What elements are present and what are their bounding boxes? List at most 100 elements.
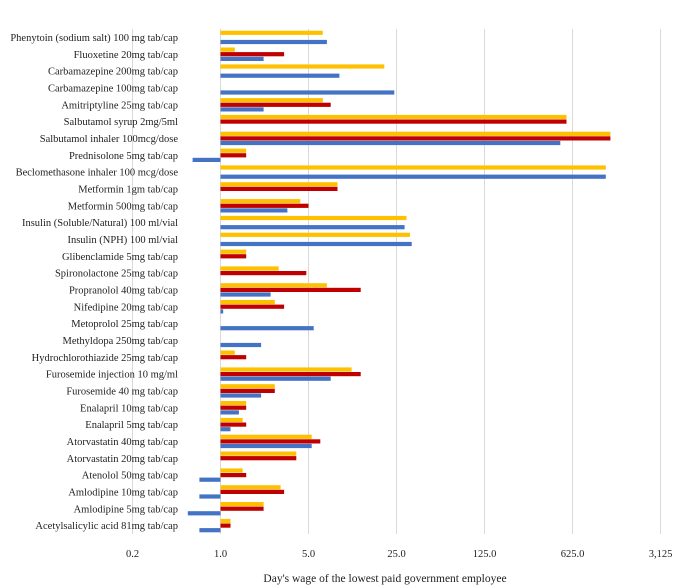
bar bbox=[220, 384, 275, 389]
category-label: Methyldopa 250mg tab/cap bbox=[63, 336, 178, 347]
bar bbox=[220, 232, 410, 237]
category-label: Metformin 1gm tab/cap bbox=[78, 184, 178, 195]
bar bbox=[220, 355, 247, 360]
bar bbox=[220, 405, 247, 410]
bar bbox=[220, 254, 247, 259]
bar bbox=[220, 473, 247, 478]
bar bbox=[220, 518, 231, 524]
category-label: Enalapril 10mg tab/cap bbox=[80, 403, 178, 414]
category-label: Fluoxetine 20mg tab/cap bbox=[74, 50, 178, 61]
bar bbox=[220, 266, 279, 271]
bar bbox=[220, 309, 224, 314]
category-label: Salbutamol syrup 2mg/5ml bbox=[64, 117, 178, 128]
category-label: Hydrochlorothiazide 25mg tab/cap bbox=[32, 353, 178, 364]
bar bbox=[220, 199, 301, 204]
category-label: Glibenclamide 5mg tab/cap bbox=[62, 252, 178, 263]
bar bbox=[220, 39, 327, 45]
category-label: Spironolactone 25mg tab/cap bbox=[55, 269, 178, 280]
bar bbox=[220, 98, 323, 103]
bar bbox=[220, 241, 412, 247]
bar bbox=[199, 494, 221, 499]
category-label: Beclomethasone inhaler 100 mcg/dose bbox=[16, 168, 179, 179]
bar bbox=[220, 174, 606, 179]
category-label: Carbamazepine 100mg tab/cap bbox=[48, 83, 178, 94]
x-tick-label: 0.2 bbox=[126, 549, 139, 560]
category-label: Prednisolone 5mg tab/cap bbox=[69, 151, 178, 162]
category-label: Propranolol 40mg tab/cap bbox=[69, 285, 178, 296]
category-label: Phenytoin (sodium salt) 100 mg tab/cap bbox=[10, 33, 178, 44]
bar bbox=[220, 422, 247, 427]
bar bbox=[220, 249, 247, 254]
x-tick-label: 25.0 bbox=[387, 549, 405, 560]
bar bbox=[220, 523, 231, 528]
category-label: Enalapril 5mg tab/cap bbox=[85, 420, 178, 431]
bar bbox=[220, 304, 285, 309]
bar bbox=[220, 367, 352, 372]
bar bbox=[220, 388, 275, 393]
bar bbox=[220, 489, 285, 494]
bar bbox=[220, 456, 297, 461]
bar bbox=[220, 326, 314, 331]
bar bbox=[220, 208, 288, 213]
bar bbox=[192, 157, 221, 162]
bar bbox=[220, 186, 338, 191]
bar bbox=[220, 47, 235, 52]
bar bbox=[220, 56, 264, 61]
bar bbox=[220, 64, 385, 69]
bar bbox=[199, 477, 221, 482]
category-label: Amitriptyline 25mg tab/cap bbox=[61, 100, 178, 111]
bar bbox=[220, 434, 312, 439]
bar bbox=[220, 153, 247, 158]
category-label: Acetylsalicylic acid 81mg tab/cap bbox=[35, 521, 178, 532]
bar bbox=[220, 292, 271, 297]
bar bbox=[220, 300, 275, 305]
bars bbox=[187, 30, 611, 533]
bar bbox=[220, 225, 405, 230]
bar bbox=[220, 283, 327, 288]
bar bbox=[220, 502, 264, 507]
category-label: Insulin (Soluble/Natural) 100 ml/vial bbox=[22, 218, 178, 229]
category-label: Carbamazepine 200mg tab/cap bbox=[48, 67, 178, 78]
bar bbox=[220, 107, 264, 112]
bar bbox=[220, 410, 239, 415]
bar bbox=[220, 30, 323, 35]
category-label: Atorvastatin 20mg tab/cap bbox=[67, 454, 178, 465]
category-label: Furosemide injection 10 mg/ml bbox=[46, 370, 178, 381]
category-label: Metformin 500mg tab/cap bbox=[68, 201, 178, 212]
bar bbox=[220, 342, 262, 348]
bar bbox=[220, 350, 235, 355]
bar bbox=[220, 485, 281, 490]
bar bbox=[220, 148, 247, 153]
x-tick-label: 3,125 bbox=[649, 549, 673, 560]
bar bbox=[220, 287, 361, 292]
category-label: Amlodipine 5mg tab/cap bbox=[74, 504, 178, 515]
bar bbox=[220, 215, 407, 221]
x-tick-labels: 0.2 1.0 5.0 25.0 125.0 625.0 3,125 bbox=[126, 549, 672, 560]
bar bbox=[220, 165, 606, 170]
bar bbox=[220, 271, 307, 276]
bar bbox=[220, 73, 340, 78]
category-labels: Phenytoin (sodium salt) 100 mg tab/cap Fl… bbox=[10, 33, 178, 532]
bar bbox=[220, 443, 312, 449]
x-axis-title: Day's wage of the lowest paid government… bbox=[263, 573, 506, 585]
bar bbox=[220, 182, 338, 187]
category-label: Nifedipine 20mg tab/cap bbox=[74, 302, 178, 313]
bar bbox=[220, 439, 321, 444]
x-tick-label: 5.0 bbox=[302, 549, 315, 560]
bar bbox=[187, 511, 221, 516]
bar bbox=[220, 506, 264, 511]
bar bbox=[220, 468, 243, 473]
bar bbox=[220, 372, 361, 377]
bar bbox=[220, 131, 611, 136]
category-label: Atenolol 50mg tab/cap bbox=[82, 471, 178, 482]
bar bbox=[220, 401, 247, 406]
x-tick-label: 125.0 bbox=[473, 549, 497, 560]
bar bbox=[220, 140, 561, 146]
bar bbox=[199, 528, 221, 533]
bar bbox=[220, 376, 331, 381]
bar bbox=[220, 427, 231, 432]
bar bbox=[220, 52, 285, 57]
x-tick-label: 1.0 bbox=[214, 549, 227, 560]
bar bbox=[220, 393, 262, 398]
